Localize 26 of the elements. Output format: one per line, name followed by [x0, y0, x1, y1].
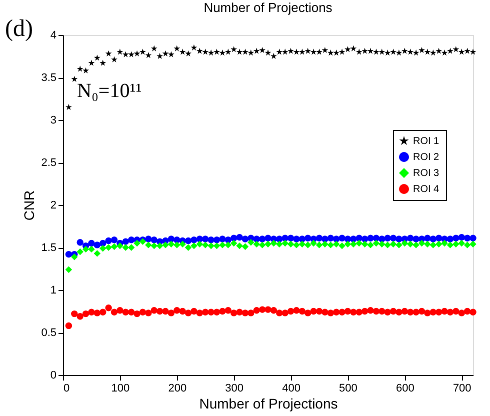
legend-label: ROI 1 [413, 136, 440, 147]
x-axis-title: Number of Projections [199, 396, 338, 412]
legend-label: ROI 3 [413, 168, 440, 179]
x-tick-label: 0 [64, 382, 70, 394]
y-axis-title: CNR [21, 190, 38, 221]
legend-label: ROI 2 [413, 152, 440, 163]
x-tick-label: 700 [452, 382, 472, 394]
y-tick-label: 2.5 [41, 157, 56, 169]
y-tick-label: 3.5 [41, 72, 56, 84]
x-tick-label: 300 [225, 382, 244, 394]
y-tick-label: 1 [50, 284, 56, 296]
text: (d) [5, 16, 33, 42]
x-tick-label: 100 [111, 382, 130, 394]
y-tick-label: 3 [50, 114, 56, 126]
y-tick-label: 2 [50, 200, 56, 212]
chart-title: Number of Projections [204, 0, 333, 15]
y-tick-label: 4 [50, 30, 56, 42]
x-tick-label: 400 [282, 382, 300, 394]
x-tick-label: 200 [168, 382, 187, 394]
y-tick-label: 1.5 [41, 242, 56, 254]
legend-label: ROI 4 [413, 184, 440, 195]
x-tick-label: 500 [339, 382, 358, 394]
y-tick-label: 0.5 [41, 327, 56, 339]
y-tick-label: 0 [50, 370, 56, 382]
x-tick-label: 600 [396, 382, 414, 394]
annotation: N₀=10¹¹ [77, 80, 142, 102]
